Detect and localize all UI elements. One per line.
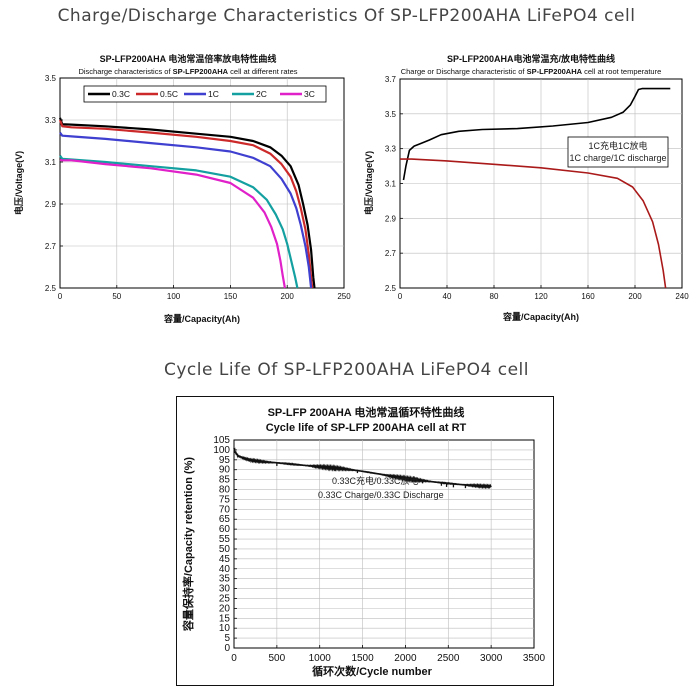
y-tick-label: 3.1 <box>45 158 57 167</box>
legend-label: 3C <box>304 89 315 99</box>
chart1-plot-area: 0.3C 0.5C 1C 2C 3C 0 50 100 150 200 250 2.5 2.7 2.9… <box>45 74 351 301</box>
y-tick-label: 55 <box>219 534 231 545</box>
chart3-y-axis-label: 容量保持率/Capacity retention (%) <box>181 457 195 633</box>
chart2-subtitle: Charge or Discharge characteristic of SP… <box>401 67 662 76</box>
x-tick-label: 160 <box>581 292 595 301</box>
y-tick-label: 85 <box>219 475 231 486</box>
x-tick-label: 500 <box>269 653 286 664</box>
x-tick-label: 1500 <box>351 653 374 664</box>
x-tick-label: 0 <box>58 292 63 301</box>
y-tick-label: 35 <box>219 574 231 585</box>
chart2-annotation-box: 1C充电1C放电 1C charge/1C discharge <box>567 136 669 168</box>
chart2-title: SP-LFP200AHA电池常温充/放电特性曲线 <box>447 53 615 64</box>
y-tick-label: 3.3 <box>45 116 57 125</box>
x-tick-label: 240 <box>675 292 689 301</box>
chart3-annotation-cn: 0.33C充电/0.33C放电 <box>332 475 419 486</box>
y-tick-label: 60 <box>219 524 231 535</box>
x-tick-label: 120 <box>534 292 548 301</box>
series-line-0.5C <box>58 119 314 289</box>
series-line-2C <box>59 155 299 289</box>
rate-discharge-chart: SP-LFP200AHA 电池常温倍率放电特性曲线 Discharge char… <box>13 53 351 324</box>
chart3-x-axis-label: 循环次数/Cycle number <box>312 664 433 678</box>
chart2-y-axis-label: 电压/Voltage(V) <box>363 151 374 215</box>
y-tick-label: 90 <box>219 465 231 476</box>
legend-label: 1C <box>208 89 219 99</box>
x-tick-label: 200 <box>628 292 642 301</box>
x-tick-label: 80 <box>490 292 499 301</box>
y-tick-label: 10 <box>219 623 231 634</box>
y-tick-label: 15 <box>219 613 231 624</box>
chart1-x-axis-label: 容量/Capacity(Ah) <box>163 313 240 324</box>
chart2-annotation-en: 1C charge/1C discharge <box>569 153 666 163</box>
chart2-plot-area: 1C充电1C放电 1C charge/1C discharge 0 40 80 120… <box>385 75 689 301</box>
y-tick-label: 80 <box>219 485 231 496</box>
y-tick-label: 70 <box>219 504 231 515</box>
y-tick-label: 5 <box>224 633 230 644</box>
chart1-subtitle: Discharge characteristics of SP-LFP200AH… <box>78 67 297 76</box>
y-tick-label: 3.5 <box>385 110 397 119</box>
chart3-subtitle: Cycle life of SP-LFP 200AHA cell at RT <box>266 422 467 434</box>
legend-label: 0.3C <box>112 89 130 99</box>
series-line-3C <box>59 158 286 289</box>
x-tick-label: 2500 <box>437 653 460 664</box>
x-tick-label: 2000 <box>394 653 417 664</box>
series-line-charge <box>402 87 671 181</box>
cycle-life-chart: SP-LFP 200AHA 电池常温循环特性曲线 Cycle life of S… <box>176 396 554 686</box>
x-tick-label: 0 <box>231 653 237 664</box>
y-tick-label: 2.7 <box>45 242 57 251</box>
y-tick-label: 65 <box>219 514 231 525</box>
cycle-life-section-title: Cycle Life Of SP-LFP200AHA LiFePO4 cell <box>164 360 529 380</box>
x-tick-label: 40 <box>443 292 452 301</box>
y-tick-label: 2.9 <box>45 200 57 209</box>
charge-discharge-chart: SP-LFP200AHA电池常温充/放电特性曲线 Charge or Disch… <box>363 53 689 322</box>
y-tick-label: 25 <box>219 593 231 604</box>
y-tick-label: 45 <box>219 554 231 565</box>
y-tick-label: 2.9 <box>385 214 397 223</box>
charge-discharge-section-title: Charge/Discharge Characteristics Of SP-L… <box>57 6 636 26</box>
x-tick-label: 50 <box>112 292 121 301</box>
y-tick-label: 40 <box>219 564 231 575</box>
y-tick-label: 2.5 <box>45 284 57 293</box>
x-tick-label: 1000 <box>309 653 332 664</box>
chart2-annotation-cn: 1C充电1C放电 <box>588 140 647 151</box>
chart1-y-axis-label: 电压/Voltage(V) <box>13 151 24 215</box>
y-tick-label: 75 <box>219 494 231 505</box>
y-tick-label: 3.3 <box>385 145 397 154</box>
y-tick-label: 20 <box>219 603 231 614</box>
y-tick-label: 3.7 <box>385 75 397 84</box>
y-tick-label: 3.5 <box>45 74 57 83</box>
y-tick-label: 3.1 <box>385 180 397 189</box>
x-tick-label: 250 <box>337 292 351 301</box>
x-tick-label: 150 <box>224 292 238 301</box>
y-tick-label: 95 <box>219 455 231 466</box>
series-line-0.3C <box>58 117 316 289</box>
series-line-retention-noise <box>233 447 492 490</box>
chart2-x-axis-label: 容量/Capacity(Ah) <box>502 311 579 322</box>
x-tick-label: 100 <box>167 292 181 301</box>
x-tick-label: 3000 <box>480 653 503 664</box>
chart1-legend: 0.3C 0.5C 1C 2C 3C <box>83 85 327 103</box>
y-tick-label: 2.5 <box>385 284 397 293</box>
chart3-plot-area: 0.33C充电/0.33C放电 0.33C Charge/0.33C Disch… <box>213 435 545 664</box>
legend-label: 0.5C <box>160 89 178 99</box>
y-tick-label: 105 <box>213 435 230 446</box>
y-tick-label: 50 <box>219 544 231 555</box>
y-tick-label: 30 <box>219 584 231 595</box>
y-tick-label: 2.7 <box>385 249 397 258</box>
x-tick-label: 0 <box>398 292 403 301</box>
x-tick-label: 200 <box>281 292 295 301</box>
series-line-discharge <box>400 158 667 289</box>
chart3-annotation-en: 0.33C Charge/0.33C Discharge <box>318 490 444 500</box>
legend-label: 2C <box>256 89 267 99</box>
y-tick-label: 0 <box>224 643 230 654</box>
series-line-1C <box>59 131 313 289</box>
chart3-title: SP-LFP 200AHA 电池常温循环特性曲线 <box>268 405 465 419</box>
y-tick-label: 100 <box>213 445 230 456</box>
x-tick-label: 3500 <box>523 653 546 664</box>
chart1-title: SP-LFP200AHA 电池常温倍率放电特性曲线 <box>100 53 277 64</box>
